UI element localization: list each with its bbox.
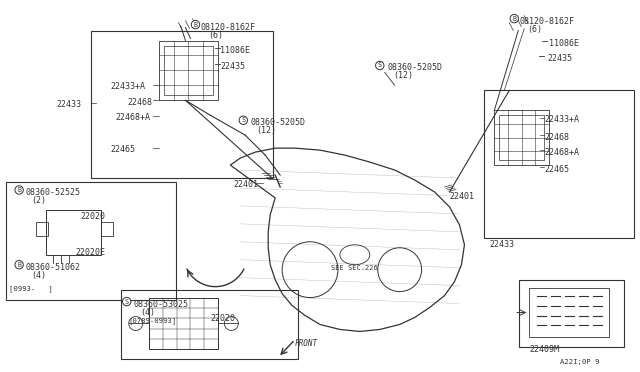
Text: (4): (4) [141,308,156,317]
Text: 22020: 22020 [211,314,236,323]
Text: 22433: 22433 [490,240,515,249]
Text: 22435: 22435 [547,54,572,64]
Text: 22468+A: 22468+A [544,148,579,157]
Text: FRONT: FRONT [295,339,318,349]
Text: 08360-52525: 08360-52525 [25,188,80,197]
Text: S: S [125,299,129,305]
Text: A22I;0P 9: A22I;0P 9 [559,359,599,365]
Text: [0993-   ]: [0993- ] [9,286,53,292]
Text: 22468: 22468 [544,133,569,142]
Text: 22433+A: 22433+A [544,115,579,124]
Text: 22409M: 22409M [529,346,559,355]
Text: B: B [193,22,198,28]
Bar [164,45,213,95]
Text: 22401: 22401 [234,180,259,189]
Bar [529,288,609,337]
Text: (6): (6) [527,25,542,33]
Text: 08120-8162F: 08120-8162F [519,17,574,26]
Bar [519,280,624,347]
Text: 22433+A: 22433+A [111,82,146,92]
Text: 22020: 22020 [81,212,106,221]
Text: (4): (4) [31,271,46,280]
Text: (2): (2) [31,196,46,205]
Bar [148,298,218,349]
Bar [91,31,273,178]
Text: 22020E: 22020E [76,248,106,257]
Bar [46,210,101,255]
Text: 22468+A: 22468+A [116,113,151,122]
Text: 22435: 22435 [220,62,245,71]
Text: B: B [17,187,21,193]
Bar [484,90,634,238]
Text: B: B [512,16,516,22]
Bar [494,110,549,165]
Text: S: S [241,117,245,123]
Text: 22465: 22465 [544,165,569,174]
Bar [499,115,544,160]
Text: S: S [378,62,382,68]
Text: [0789-0993]: [0789-0993] [129,318,177,324]
Bar [101,222,113,236]
Bar [36,222,48,236]
Text: 11086E: 11086E [549,39,579,48]
Text: 08360-51062: 08360-51062 [25,263,80,272]
Text: 22468: 22468 [128,98,153,108]
Text: B: B [17,262,21,268]
Text: 22433: 22433 [56,100,81,109]
Bar [159,41,218,100]
Text: 08360-53025: 08360-53025 [134,299,189,309]
Bar [6,182,175,299]
Text: 11086E: 11086E [220,45,250,55]
Text: SEE SEC.226: SEE SEC.226 [332,265,378,271]
Text: (12): (12) [256,126,276,135]
Text: 08360-5205D: 08360-5205D [388,64,443,73]
Text: (12): (12) [394,71,413,80]
Text: 22401: 22401 [449,192,474,201]
Text: 08120-8162F: 08120-8162F [200,23,255,32]
Text: (6): (6) [209,31,223,39]
Text: 22465: 22465 [111,145,136,154]
Text: 08360-5205D: 08360-5205D [250,118,305,127]
Bar [121,290,298,359]
